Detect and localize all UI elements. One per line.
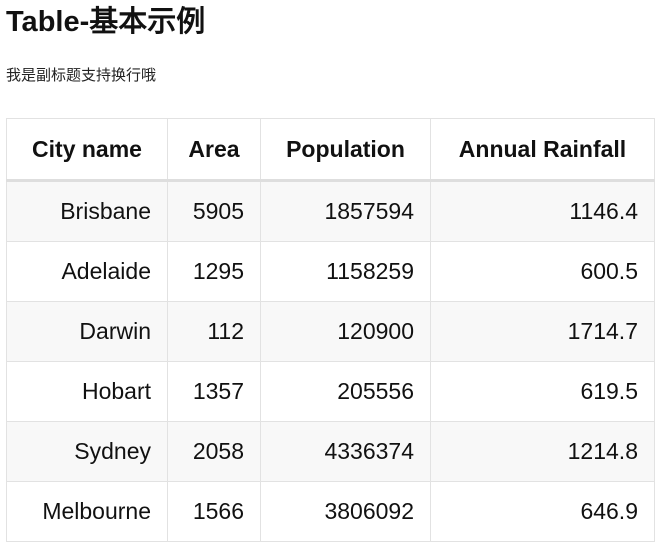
- table-cell: 112: [167, 301, 261, 362]
- table-cell: Darwin: [6, 301, 168, 362]
- table-row: Brisbane 5905 1857594 1146.4: [6, 180, 655, 242]
- table-cell: 1857594: [260, 180, 431, 242]
- table-cell: 619.5: [430, 361, 655, 422]
- table-cell: 205556: [260, 361, 431, 422]
- subtitle: 我是副标题支持换行哦: [6, 67, 157, 84]
- title: Table-基本示例: [6, 6, 206, 38]
- table-cell: Melbourne: [6, 481, 168, 542]
- table-cell: 1714.7: [430, 301, 655, 362]
- table-cell: 2058: [167, 421, 261, 482]
- table-cell: 1566: [167, 481, 261, 542]
- table-cell: 1214.8: [430, 421, 655, 482]
- column-header: Area: [167, 118, 261, 182]
- table-cell: 5905: [167, 180, 261, 242]
- table-cell: 1146.4: [430, 180, 655, 242]
- table-cell: 4336374: [260, 421, 431, 482]
- table-cell: Hobart: [6, 361, 168, 422]
- table-cell: 1357: [167, 361, 261, 422]
- table-row: Adelaide 1295 1158259 600.5: [6, 241, 655, 302]
- table-row: Sydney 2058 4336374 1214.8: [6, 421, 655, 482]
- table-cell: Sydney: [6, 421, 168, 482]
- table-cell: Brisbane: [6, 180, 168, 242]
- data-table: City name Area Population Annual Rainfall B…: [6, 118, 655, 542]
- table-body: Brisbane 5905 1857594 1146.4 Adelaide 1295 115…: [6, 180, 655, 542]
- table-cell: 120900: [260, 301, 431, 362]
- table-row: Melbourne 1566 3806092 646.9: [6, 481, 655, 542]
- column-header: Annual Rainfall: [430, 118, 655, 182]
- table-row: Darwin 112 120900 1714.7: [6, 301, 655, 362]
- table-row: Hobart 1357 205556 619.5: [6, 361, 655, 422]
- table-cell: 1295: [167, 241, 261, 302]
- column-header: Population: [260, 118, 431, 182]
- table-cell: 646.9: [430, 481, 655, 542]
- header-row: City name Area Population Annual Rainfall: [6, 118, 655, 182]
- table-cell: 600.5: [430, 241, 655, 302]
- table-cell: 1158259: [260, 241, 431, 302]
- column-header: City name: [6, 118, 168, 182]
- table-cell: Adelaide: [6, 241, 168, 302]
- table-cell: 3806092: [260, 481, 431, 542]
